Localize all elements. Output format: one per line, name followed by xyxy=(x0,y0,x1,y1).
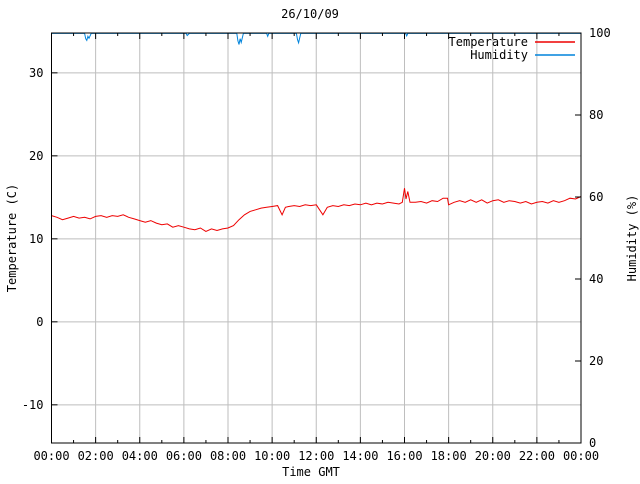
plot-frame-and-ticks xyxy=(51,32,582,444)
x-tick-label: 22:00 xyxy=(519,449,555,463)
right-y-tick-label: 40 xyxy=(589,272,603,286)
left-y-tick-label: 30 xyxy=(29,66,43,80)
x-axis-title: Time GMT xyxy=(282,465,340,479)
x-tick-label: 04:00 xyxy=(122,449,158,463)
x-tick-label: 00:00 xyxy=(33,449,69,463)
right-y-tick-label: 0 xyxy=(589,436,596,450)
left-y-tick-label: -10 xyxy=(22,398,44,412)
right-y-tick-label: 20 xyxy=(589,354,603,368)
data-series xyxy=(51,32,582,232)
right-y-axis-title: Humidity (%) xyxy=(625,195,639,282)
left-y-tick-label: 0 xyxy=(36,315,43,329)
chart-title: 26/10/09 xyxy=(281,7,339,21)
left-y-tick-label: 10 xyxy=(29,232,43,246)
x-tick-label: 16:00 xyxy=(386,449,422,463)
left-y-tick-label: 20 xyxy=(29,149,43,163)
humidity-series-line xyxy=(51,32,581,45)
legend-label: Humidity xyxy=(470,48,528,62)
x-tick-label: 06:00 xyxy=(166,449,202,463)
x-tick-label: 20:00 xyxy=(475,449,511,463)
right-y-tick-label: 60 xyxy=(589,190,603,204)
x-tick-label: 12:00 xyxy=(298,449,334,463)
tick-labels: 00:00 02:00 04:00 06:00 08:00 10:00 12:00 14:00… xyxy=(22,26,611,463)
x-tick-label: 02:00 xyxy=(78,449,114,463)
legend-label: Temperature xyxy=(449,35,528,49)
x-tick-label: 14:00 xyxy=(342,449,378,463)
right-y-tick-label: 80 xyxy=(589,108,603,122)
right-y-tick-label: 100 xyxy=(589,26,611,40)
x-tick-label: 10:00 xyxy=(254,449,290,463)
gridlines xyxy=(51,33,582,443)
x-tick-label: 00:00 xyxy=(563,449,599,463)
x-tick-label: 18:00 xyxy=(431,449,467,463)
x-tick-label: 08:00 xyxy=(210,449,246,463)
left-y-axis-title: Temperature (C) xyxy=(5,184,19,292)
temperature-series-line xyxy=(51,188,582,232)
